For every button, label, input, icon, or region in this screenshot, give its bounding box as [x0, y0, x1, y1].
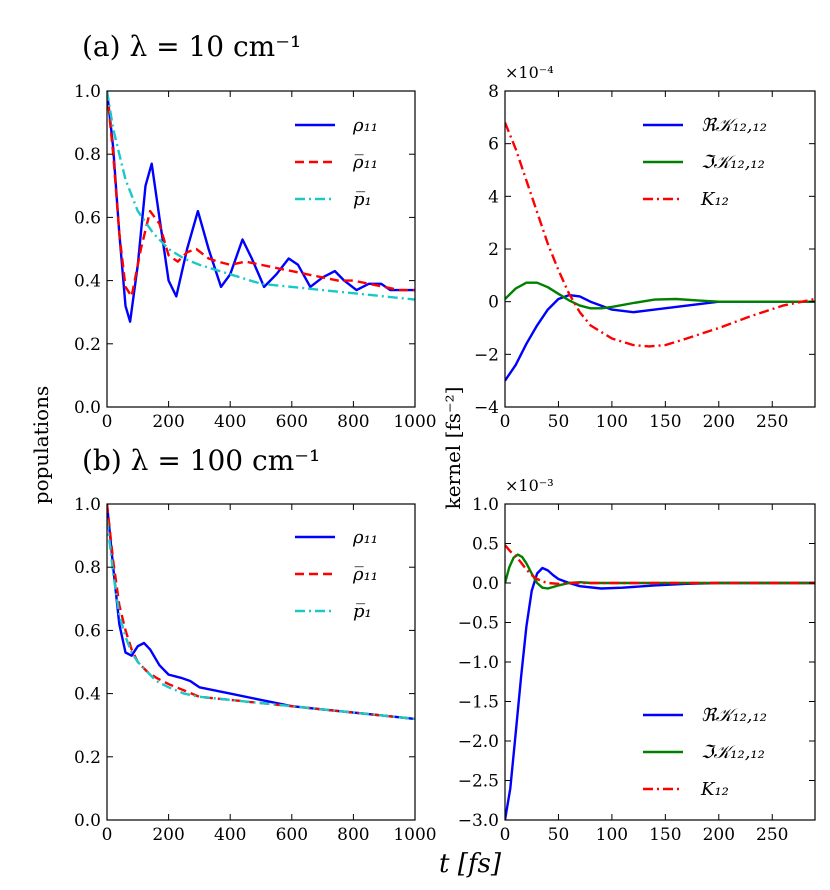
y-axis-label-right: kernel [fs⁻²]: [441, 387, 465, 510]
y-tick-label: −0.5: [458, 614, 499, 634]
panel-a-title: (a) λ = 10 cm⁻¹: [82, 30, 301, 63]
axis-scale-label: ×10⁻³: [505, 476, 554, 495]
x-tick-label: 1000: [393, 825, 436, 845]
legend-label: ℑ𝒦₁₂,₁₂: [701, 742, 765, 763]
x-tick-label: 400: [214, 412, 246, 432]
y-tick-label: −2.0: [458, 732, 499, 752]
legend-label: ρ₁₁: [352, 527, 378, 548]
y-tick-label: 0: [488, 293, 499, 313]
panel-b-title: (b) λ = 100 cm⁻¹: [82, 444, 320, 477]
legend-label: p̅₁: [353, 189, 372, 210]
y-axis-label-left: populations: [29, 386, 53, 504]
axes-frame: [504, 90, 816, 408]
y-tick-label: −3.0: [458, 811, 499, 831]
y-tick-label: −1.5: [458, 693, 499, 713]
y-tick-label: 0.6: [74, 621, 101, 641]
series-line-1: [505, 566, 815, 820]
x-tick-label: 200: [703, 825, 735, 845]
x-tick-label: 800: [337, 412, 369, 432]
x-axis-label: t [fs]: [439, 849, 502, 879]
y-tick-label: 0.0: [74, 398, 101, 418]
series-line-3: [107, 519, 415, 721]
x-tick-label: 600: [276, 412, 308, 432]
panel-a-left: 0 200 400 600 800 1000 0.0 0.2 0.4 0.6 0.8 1.0 ρ₁₁ ρ̅…: [74, 82, 437, 432]
x-tick-label: 250: [756, 412, 788, 432]
x-tick-label: 800: [337, 825, 369, 845]
axes-frame: [106, 503, 416, 821]
y-tick-label: 8: [488, 82, 499, 102]
legend-label: K₁₂: [700, 189, 729, 210]
y-tick-label: 1.0: [74, 82, 101, 102]
legend-label: ℑ𝒦₁₂,₁₂: [701, 152, 765, 173]
y-tick-label: 2: [488, 240, 499, 260]
x-tick-label: 150: [649, 825, 681, 845]
legend-label: ρ̅₁₁: [352, 152, 378, 173]
panel-b-right: 0 50 100 150 200 250 −3.0 −2.5 −2.0 −1.5 −1.0 −0.5 0…: [458, 476, 816, 845]
chart-panels: 0 200 400 600 800 10000.00.20.40.60.81.0ρ₁₁ρ̅…: [74, 63, 816, 845]
y-tick-label: 0.0: [74, 811, 101, 831]
y-tick-label: 0.8: [74, 558, 101, 578]
y-tick-label: 0.2: [74, 335, 101, 355]
y-tick-label: 0.5: [472, 535, 499, 555]
x-tick-label: 100: [596, 412, 628, 432]
x-tick-label: 100: [596, 825, 628, 845]
y-tick-label: −2: [474, 345, 499, 365]
series-line-3: [107, 91, 415, 301]
legend-label: p̅₁: [353, 601, 372, 622]
legend-label: ρ₁₁: [352, 115, 378, 136]
x-tick-label: 400: [214, 825, 246, 845]
y-tick-label: 0.0: [472, 574, 499, 594]
series-line-3: [505, 544, 815, 585]
y-tick-label: 0.4: [74, 685, 101, 705]
y-tick-label: 0.8: [74, 145, 101, 165]
x-tick-label: 200: [152, 412, 184, 432]
y-tick-label: −2.5: [458, 772, 499, 792]
x-tick-label: 1000: [393, 412, 436, 432]
panel-b-left: 0 200 400 600 800 1000 0.0 0.2 0.4 0.6 0.8 1.0 ρ₁₁ ρ̅…: [74, 495, 437, 845]
series-line-1: [505, 293, 815, 382]
y-tick-label: 4: [488, 187, 499, 207]
axes-frame: [106, 90, 416, 408]
x-tick-label: 250: [756, 825, 788, 845]
x-tick-label: 200: [703, 412, 735, 432]
x-tick-label: 0: [500, 825, 511, 845]
series-line-1: [107, 504, 415, 721]
axes-frame: [504, 503, 816, 821]
series-line-3: [505, 122, 815, 348]
legend: ρ₁₁ ρ̅₁₁ p̅₁: [295, 527, 378, 622]
y-tick-label: 6: [488, 135, 499, 155]
x-tick-label: 200: [152, 825, 184, 845]
legend-label: K₁₂: [700, 779, 729, 800]
legend-label: ℜ𝒦₁₂,₁₂: [701, 115, 767, 136]
y-tick-label: 0.2: [74, 748, 101, 768]
legend: ρ₁₁ ρ̅₁₁ p̅₁: [295, 115, 378, 210]
x-tick-label: 50: [548, 412, 570, 432]
legend-label: ρ̅₁₁: [352, 564, 378, 585]
x-tick-label: 150: [649, 412, 681, 432]
legend: ℜ𝒦₁₂,₁₂ ℑ𝒦₁₂,₁₂ K₁₂: [643, 115, 767, 210]
x-tick-label: 600: [276, 825, 308, 845]
series-line-2: [505, 281, 815, 310]
series-line-1: [107, 91, 415, 323]
x-tick-label: 0: [102, 825, 113, 845]
y-tick-label: −1.0: [458, 653, 499, 673]
legend: ℜ𝒦₁₂,₁₂ ℑ𝒦₁₂,₁₂ K₁₂: [643, 705, 767, 800]
x-tick-label: 0: [500, 412, 511, 432]
y-tick-label: −4: [474, 398, 499, 418]
x-tick-label: 0: [102, 412, 113, 432]
panel-a-right: 0 50 100 150 200 250 −4 −2 0 2 4 6 8 ×10⁻⁴ ℜ𝒦₁₂,₁₂ ℑ𝒦₁₂…: [474, 63, 816, 432]
x-tick-label: 50: [548, 825, 570, 845]
legend-label: ℜ𝒦₁₂,₁₂: [701, 705, 767, 726]
y-tick-label: 0.4: [74, 272, 101, 292]
y-tick-label: 1.0: [472, 495, 499, 515]
y-tick-label: 1.0: [74, 495, 101, 515]
series-line-2: [107, 91, 415, 298]
y-tick-label: 0.6: [74, 208, 101, 228]
axis-scale-label: ×10⁻⁴: [505, 63, 554, 82]
